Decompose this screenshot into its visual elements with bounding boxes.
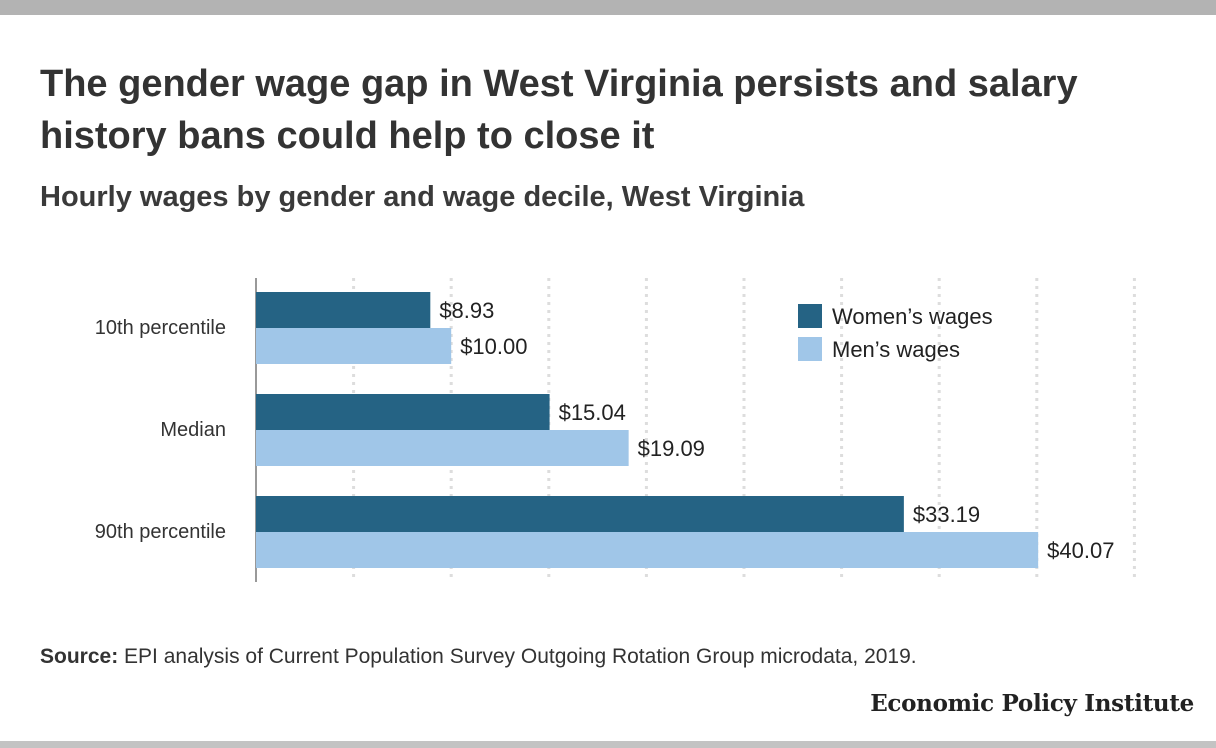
bottom-rule — [0, 741, 1216, 748]
data-label: $10.00 — [460, 334, 527, 359]
category-label: 90th percentile — [95, 521, 226, 543]
bar-women — [256, 496, 904, 532]
legend-label: Men’s wages — [832, 337, 960, 362]
bar-chart: 10th percentile $8.93 $10.00 Median $15.04 $1… — [95, 278, 1136, 582]
chart-title: The gender wage gap in West Virginia per… — [40, 63, 1078, 157]
bar-men — [256, 532, 1039, 568]
bar-women — [256, 292, 431, 328]
epi-logo-text: Economic Policy Institute — [870, 690, 1194, 717]
data-label: $8.93 — [439, 298, 494, 323]
data-label: $33.19 — [913, 502, 980, 527]
legend-swatch-women — [798, 304, 822, 328]
legend: Women’s wages Men’s wages — [798, 304, 993, 362]
category-label: 10th percentile — [95, 317, 226, 339]
labels: 10th percentile $8.93 $10.00 Median $15.04 $1… — [95, 298, 1115, 563]
data-label: $15.04 — [559, 400, 626, 425]
bar-women — [256, 394, 550, 430]
chart-subtitle: Hourly wages by gender and wage decile, … — [40, 181, 805, 213]
data-label: $19.09 — [638, 436, 705, 461]
top-rule — [0, 0, 1216, 15]
legend-swatch-men — [798, 337, 822, 361]
source-label: Source: — [40, 645, 119, 668]
source-text: EPI analysis of Current Population Surve… — [118, 645, 917, 668]
bar-men — [256, 328, 452, 364]
category-label: Median — [160, 419, 226, 441]
bars — [256, 292, 1039, 568]
source-note: Source: EPI analysis of Current Populati… — [40, 643, 917, 671]
bar-men — [256, 430, 629, 466]
legend-label: Women’s wages — [832, 304, 993, 329]
data-label: $40.07 — [1047, 538, 1114, 563]
